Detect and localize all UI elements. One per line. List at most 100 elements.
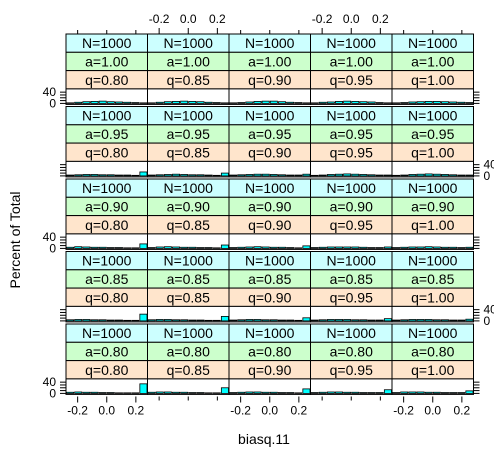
histogram-bar [220, 172, 229, 177]
histogram-bar [449, 174, 458, 177]
histogram-bar [449, 319, 458, 322]
strip-label: N=1000 [164, 108, 214, 124]
strip-label: q=1.00 [411, 217, 454, 233]
histogram-bar [196, 319, 205, 322]
strip-label: q=0.85 [167, 289, 210, 305]
histogram-bar [408, 174, 417, 177]
histogram-bar [326, 101, 335, 104]
histogram-bar [310, 319, 319, 322]
histogram-bar [155, 391, 164, 394]
histogram-bar [343, 319, 352, 322]
plot-region [391, 305, 474, 323]
panel: N=1000 a=0.90 q=0.90 [228, 178, 311, 250]
histogram-bar [335, 246, 344, 249]
histogram-bar [82, 391, 91, 394]
histogram-bar [326, 391, 335, 394]
histogram-bar [74, 391, 83, 394]
histogram-bar [237, 102, 246, 104]
histogram-bar [408, 101, 417, 104]
histogram-bar [90, 319, 99, 322]
histogram-bar [416, 246, 425, 249]
histogram-bar [147, 102, 156, 104]
histogram-bar [98, 319, 107, 322]
histogram-bar [269, 100, 278, 104]
panel: N=1000 a=0.95 q=0.85 [147, 106, 230, 178]
panel: N=1000 a=0.85 q=0.95 [310, 251, 393, 323]
strip-label: N=1000 [164, 180, 214, 196]
plot-region [391, 233, 474, 250]
plot-region [228, 88, 311, 105]
histogram-bar [424, 173, 433, 177]
histogram-bar [400, 319, 409, 322]
histogram-bar [172, 173, 180, 177]
panel: N=1000 a=0.90 q=0.85 [147, 178, 230, 250]
x-tick-label: -0.2 [149, 12, 170, 26]
histogram-bar [277, 246, 286, 249]
histogram-bar [440, 101, 449, 104]
histogram-bar [400, 174, 409, 177]
histogram-bar [204, 319, 213, 322]
strip-label: a=0.90 [85, 198, 128, 214]
strip-label: N=1000 [164, 35, 214, 51]
y-tick-label: 0 [484, 314, 491, 328]
y-tick-label: 40 [43, 85, 57, 99]
histogram-bar [440, 246, 449, 249]
histogram-bar [115, 392, 123, 394]
x-tick-label: 0.2 [128, 404, 145, 418]
histogram-bar [294, 392, 303, 394]
histogram-bar [318, 391, 327, 394]
histogram-bar [245, 319, 254, 322]
strip-label: a=0.95 [330, 126, 373, 142]
histogram-bar [359, 174, 368, 177]
histogram-bar [343, 173, 352, 177]
strip-label: N=1000 [408, 253, 458, 269]
histogram-bar [457, 319, 466, 322]
histogram-bar [220, 315, 229, 322]
histogram-bar [432, 319, 441, 322]
strip-label: a=0.80 [85, 343, 128, 359]
histogram-bar [375, 247, 384, 249]
x-tick-label: 0.0 [424, 404, 441, 418]
x-axis-title: biasq.11 [238, 431, 290, 447]
strip-label: q=0.95 [330, 72, 373, 88]
histogram-bar [310, 247, 319, 249]
plot-region [391, 88, 474, 105]
panel: N=1000 a=0.95 q=0.90 [228, 106, 311, 178]
histogram-bar [237, 246, 246, 249]
strip-label: N=1000 [408, 35, 458, 51]
strip-label: q=0.80 [85, 289, 128, 305]
panel: N=1000 a=0.85 q=0.85 [147, 251, 230, 323]
panel: N=1000 a=1.00 q=0.90 [228, 33, 311, 105]
histogram-bar [123, 392, 132, 394]
histogram-bar [392, 319, 401, 322]
histogram-bar [400, 102, 409, 104]
axes-layer: -0.2 0.0 0.2 -0.2 0.0 0.2 -0.2 0.0 0.2 -0.2 0.0 0.2… [43, 12, 494, 418]
histogram-bar [335, 173, 344, 177]
strip-label: a=1.00 [85, 53, 128, 69]
histogram-bar [172, 101, 180, 104]
strip-label: N=1000 [82, 35, 132, 51]
histogram-bar [465, 246, 474, 249]
y-tick-label: 0 [49, 96, 56, 110]
histogram-bar [457, 392, 466, 394]
histogram-bar [465, 102, 474, 104]
histogram-bar [220, 244, 229, 249]
strip-label: q=0.85 [167, 72, 210, 88]
panel: N=1000 a=1.00 q=0.85 [147, 33, 230, 105]
histogram-bar [245, 174, 254, 177]
histogram-bar [131, 319, 140, 322]
histogram-bar [277, 392, 286, 394]
histogram-bar [351, 319, 360, 322]
strip-label: a=1.00 [167, 53, 210, 69]
x-tick-label: 0.0 [343, 12, 360, 26]
histogram-bar [408, 319, 417, 322]
histogram-bar [367, 174, 376, 177]
histogram-bar [106, 392, 115, 394]
y-tick-label: 40 [43, 230, 57, 244]
histogram-bar [98, 246, 107, 249]
strip-label: q=0.90 [248, 362, 291, 378]
strip-label: q=0.95 [330, 289, 373, 305]
histogram-bar [90, 246, 99, 249]
histogram-bar [375, 392, 384, 394]
panel: N=1000 a=0.80 q=1.00 [391, 323, 474, 395]
